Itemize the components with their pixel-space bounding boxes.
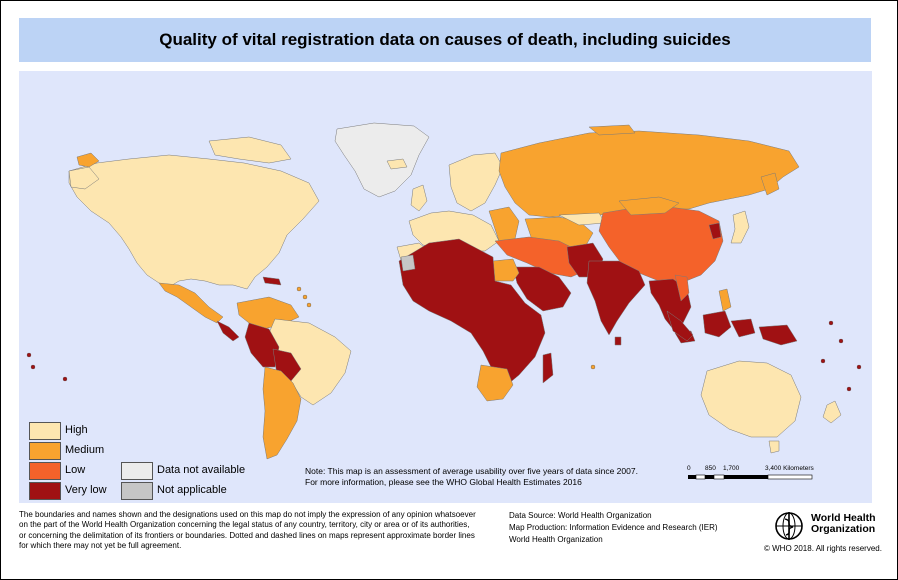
region-sri-lanka [614,336,622,346]
who-logo-text: World Health Organization [811,513,876,535]
legend-label-medium: Medium [65,444,105,456]
legend-label-high: High [65,424,88,436]
copyright: © WHO 2018. All rights reserved. [764,544,882,553]
region-iceland [386,158,408,170]
scale-bar-graphic [688,474,813,480]
region-papua [758,324,798,346]
region-alaska [68,166,100,190]
disclaimer-line-1: The boundaries and names shown and the d… [19,510,476,519]
region-tasmania [768,440,780,454]
world-map [26,122,862,460]
legend-label-data-not-available: Data not available [157,464,246,476]
region-scandinavia [448,152,504,212]
credits-org: World Health Organization [509,535,603,544]
island-caribbean-2 [302,294,308,300]
island-pacific-4 [846,386,852,392]
credits-production: Map Production: Information Evidence and… [509,523,718,532]
legend-swatch-high [29,422,61,440]
region-arabia [512,266,572,312]
region-central-america [216,320,240,342]
region-russia [498,130,800,218]
region-canada-islands [208,136,292,164]
legend-label-very-low: Very low [65,484,107,496]
region-indonesia-east [730,318,756,338]
region-mongolia [618,196,680,216]
region-russia-islands [588,124,636,136]
region-korea [708,222,722,240]
legend-swatch-not-applicable [121,482,153,500]
credits: Data Source: World Health Organization M… [509,510,718,546]
legend-swatch-medium [29,442,61,460]
island-pacific-6 [856,364,862,370]
region-indonesia-borneo [702,310,732,338]
island-caribbean-1 [296,286,302,292]
disclaimer-line-2: on the part of the World Health Organiza… [19,520,470,530]
region-indonesia-sumatra [666,310,694,342]
region-philippines [718,288,732,312]
island-pacific-8 [828,320,834,326]
island-pacific-1 [26,352,32,358]
disclaimer: The boundaries and names shown and the d… [19,510,489,551]
scale-tick-1: 850 [705,465,716,472]
legend-label-low: Low [65,464,86,476]
legend-swatch-data-not-available [121,462,153,480]
region-greenland [334,122,430,198]
legend: High Medium Low Very low Data not availa… [29,422,289,502]
region-caribbean [262,276,282,286]
region-western-sahara [400,254,416,272]
region-china [598,206,724,284]
region-argentina-chile [262,366,302,460]
island-indian-ocean [590,364,596,370]
island-pacific-2 [30,364,36,370]
scale-tick-2: 1,700 [723,465,740,472]
region-uk [410,184,428,212]
region-alaska-west [76,152,100,168]
region-peru [244,322,280,368]
scale-bar: 0 850 1,700 3,400 Kilometers [687,465,821,482]
region-europe-west [408,210,500,252]
island-pacific-7 [820,358,826,364]
credits-source: Data Source: World Health Organization [509,511,652,520]
title-bar: Quality of vital registration data on ca… [19,18,871,62]
island-pacific-5 [838,338,844,344]
region-egypt [492,258,520,282]
note-line-1: Note: This map is an assessment of avera… [305,466,638,476]
who-logo-line-2: Organization [811,523,876,535]
region-new-zealand [822,400,842,424]
region-india [586,260,646,336]
who-logo-line-1: World Health [811,512,876,524]
region-madagascar [542,352,554,384]
legend-label-not-applicable: Not applicable [157,484,227,496]
map-title: Quality of vital registration data on ca… [159,30,731,49]
region-japan [730,210,750,244]
island-caribbean-3 [306,302,312,308]
scale-tick-3: 3,400 Kilometers [765,465,814,472]
region-kamchatka [760,172,780,196]
region-australia [700,360,802,438]
region-africa [398,238,546,386]
map-area [19,71,872,503]
legend-swatch-low [29,462,61,480]
region-southern-africa [476,364,514,402]
scale-tick-0: 0 [687,465,691,472]
region-north-america [68,154,320,290]
who-emblem-icon [775,512,803,540]
region-eastern-europe [488,206,520,242]
region-vietnam [674,274,690,302]
island-pacific-3 [62,376,68,382]
legend-swatch-very-low [29,482,61,500]
map-note: Note: This map is an assessment of avera… [305,466,638,488]
note-line-2: For more information, please see the WHO… [305,477,582,487]
disclaimer-line-3: or concerning the delimitation of its fr… [19,530,475,540]
disclaimer-line-4: for which there may not yet be full agre… [19,540,182,550]
region-mexico [158,282,224,324]
